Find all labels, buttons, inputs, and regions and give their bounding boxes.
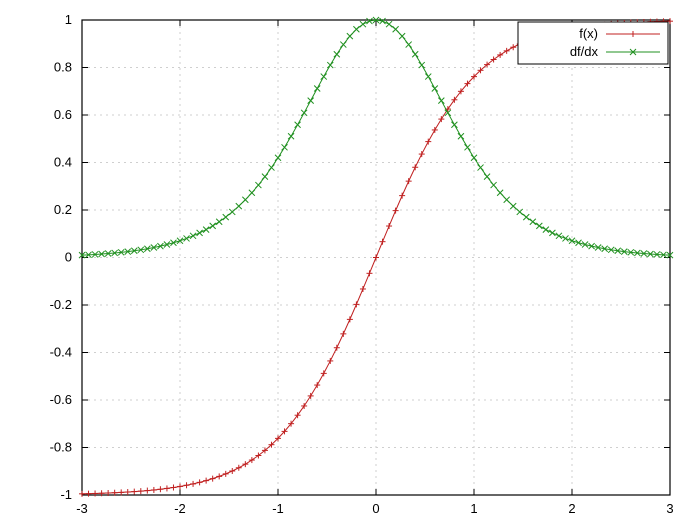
ytick-label: 0.8 bbox=[54, 60, 72, 75]
xtick-label: 3 bbox=[666, 501, 673, 516]
ytick-label: 0.6 bbox=[54, 107, 72, 122]
chart-container: -3 -2 -1 0 1 2 3 -1 -0.8 -0.6 -0.4 -0.2 0 0.2 0.4 0.6 0.… bbox=[0, 0, 700, 525]
chart-svg: -3 -2 -1 0 1 2 3 -1 -0.8 -0.6 -0.4 -0.2 0 0.2 0.4 0.6 0.… bbox=[0, 0, 700, 525]
legend-label: df/dx bbox=[570, 44, 599, 59]
ytick-label: -0.2 bbox=[50, 297, 72, 312]
xtick-label: 0 bbox=[372, 501, 379, 516]
legend-label: f(x) bbox=[579, 26, 598, 41]
chart-bg bbox=[0, 0, 700, 525]
ytick-label: -0.4 bbox=[50, 345, 72, 360]
ytick-label: 0.4 bbox=[54, 155, 72, 170]
xtick-label: 1 bbox=[470, 501, 477, 516]
xtick-label: -1 bbox=[272, 501, 284, 516]
ytick-label: 0.2 bbox=[54, 202, 72, 217]
ytick-label: -1 bbox=[60, 487, 72, 502]
ytick-label: -0.8 bbox=[50, 440, 72, 455]
xtick-label: 2 bbox=[568, 501, 575, 516]
xtick-label: -3 bbox=[76, 501, 88, 516]
ytick-label: 1 bbox=[65, 12, 72, 27]
ytick-label: 0 bbox=[65, 250, 72, 265]
ytick-label: -0.6 bbox=[50, 392, 72, 407]
xtick-label: -2 bbox=[174, 501, 186, 516]
